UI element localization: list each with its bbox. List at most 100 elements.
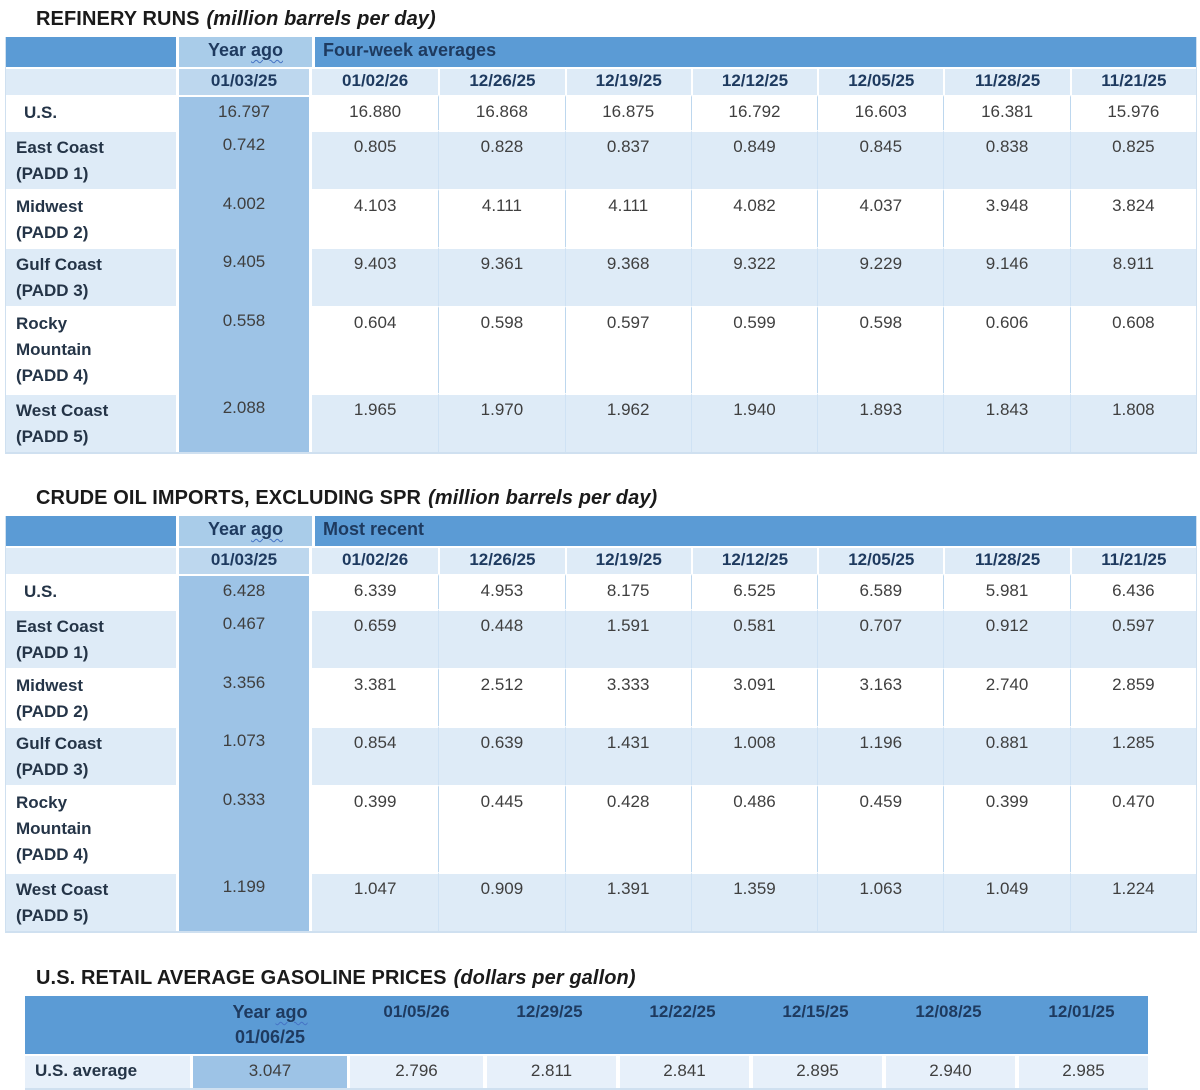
row-label-header xyxy=(6,67,176,95)
data-cell: 0.597 xyxy=(564,306,691,393)
date-header: 12/19/25 xyxy=(564,546,691,574)
data-cell: 0.606 xyxy=(943,306,1070,393)
year-ago-value: 2.088 xyxy=(176,393,312,452)
row-label-line: (PADD 4) xyxy=(16,366,89,385)
gas-value-cell: 2.895 xyxy=(749,1054,882,1088)
crude-imports-section: CRUDE OIL IMPORTS, EXCLUDING SPR (million… xyxy=(5,487,1197,933)
year-ago-date-header: 01/03/25 xyxy=(176,546,312,574)
data-cell: 0.659 xyxy=(312,609,439,668)
crude-imports-title-text: CRUDE OIL IMPORTS, EXCLUDING SPR xyxy=(36,487,422,509)
data-cell: 1.591 xyxy=(564,609,691,668)
row-label: U.S. xyxy=(6,574,176,609)
data-cell: 0.912 xyxy=(943,609,1070,668)
data-cell: 0.838 xyxy=(943,130,1070,189)
date-header: 12/19/25 xyxy=(564,67,691,95)
data-cell: 0.639 xyxy=(438,726,565,785)
year-ago-value: 4.002 xyxy=(176,189,312,247)
year-ago-value: 3.356 xyxy=(176,668,312,726)
data-cell: 1.843 xyxy=(943,393,1070,452)
gas-date-header: 12/08/25 xyxy=(882,996,1015,1054)
data-cell: 15.976 xyxy=(1069,95,1196,130)
gas-date-header: 12/01/25 xyxy=(1015,996,1148,1054)
row-label: East Coast (PADD 1) xyxy=(6,130,176,189)
data-cell: 1.965 xyxy=(312,393,439,452)
crude-imports-title: CRUDE OIL IMPORTS, EXCLUDING SPR (million… xyxy=(36,487,1197,510)
data-cell: 0.597 xyxy=(1069,609,1196,668)
refinery-runs-unit-note: (million barrels per day) xyxy=(206,8,436,30)
gasoline-prices-unit-note: (dollars per gallon) xyxy=(453,967,636,989)
data-cell: 0.448 xyxy=(438,609,565,668)
data-cell: 1.893 xyxy=(817,393,944,452)
row-label-line: (PADD 2) xyxy=(16,702,89,721)
year-ago-value: 1.199 xyxy=(176,872,312,931)
data-cell: 1.962 xyxy=(564,393,691,452)
row-label-line: (PADD 3) xyxy=(16,281,89,300)
crude-imports-unit-note: (million barrels per day) xyxy=(428,487,658,509)
year-ago-date-header: 01/03/25 xyxy=(176,67,312,95)
gas-corner-cell xyxy=(25,996,190,1054)
gas-value-cell: 2.811 xyxy=(483,1054,616,1088)
data-cell: 0.459 xyxy=(817,785,944,872)
data-cell: 0.445 xyxy=(438,785,565,872)
data-cell: 0.428 xyxy=(564,785,691,872)
year-ago-value: 0.467 xyxy=(176,609,312,668)
data-cell: 1.196 xyxy=(817,726,944,785)
data-cell: 2.512 xyxy=(438,668,565,726)
date-header: 12/26/25 xyxy=(438,67,565,95)
data-cell: 0.881 xyxy=(943,726,1070,785)
row-label-line: (PADD 3) xyxy=(16,760,89,779)
row-label-line: (PADD 2) xyxy=(16,223,89,242)
gas-year-ago-value: 3.047 xyxy=(190,1054,350,1088)
date-header: 01/02/26 xyxy=(312,546,439,574)
date-header: 12/26/25 xyxy=(438,546,565,574)
data-cell: 9.403 xyxy=(312,247,439,306)
data-cell: 6.339 xyxy=(312,574,439,609)
data-cell: 8.175 xyxy=(564,574,691,609)
gas-year-ago-line1: Year ago xyxy=(190,1000,350,1025)
row-label-line: East Coast xyxy=(16,617,104,636)
row-label-line: (PADD 4) xyxy=(16,845,89,864)
gasoline-prices-section: U.S. RETAIL AVERAGE GASOLINE PRICES (doll… xyxy=(5,967,1197,1090)
year-ago-text: Year xyxy=(207,519,252,539)
year-ago-column-header: Year ago xyxy=(176,37,312,67)
year-ago-text-misspell-squiggle: ago xyxy=(251,519,284,539)
gas-value-cell: 2.985 xyxy=(1015,1054,1148,1088)
data-cell: 9.229 xyxy=(817,247,944,306)
data-cell: 16.603 xyxy=(817,95,944,130)
data-cell: 0.598 xyxy=(817,306,944,393)
refinery-runs-title: REFINERY RUNS (million barrels per day) xyxy=(36,0,1197,31)
date-header: 11/28/25 xyxy=(943,546,1070,574)
data-cell: 0.470 xyxy=(1069,785,1196,872)
data-cell: 1.063 xyxy=(817,872,944,931)
data-cell: 1.431 xyxy=(564,726,691,785)
year-ago-value: 0.333 xyxy=(176,785,312,872)
data-cell: 0.825 xyxy=(1069,130,1196,189)
data-cell: 4.111 xyxy=(564,189,691,247)
data-cell: 9.368 xyxy=(564,247,691,306)
data-cell: 4.953 xyxy=(438,574,565,609)
row-label-line: West Coast xyxy=(16,880,109,899)
date-header: 12/12/25 xyxy=(690,546,818,574)
data-cell: 4.111 xyxy=(438,189,565,247)
data-cell: 3.824 xyxy=(1069,189,1196,247)
year-ago-value: 16.797 xyxy=(176,95,312,130)
row-label-line: Rocky xyxy=(16,793,68,812)
year-ago-column-header: Year ago xyxy=(176,516,312,546)
date-header: 11/28/25 xyxy=(943,67,1070,95)
data-cell: 0.598 xyxy=(438,306,565,393)
data-cell: 0.909 xyxy=(438,872,565,931)
data-cell: 1.808 xyxy=(1069,393,1196,452)
row-label: Rocky Mountain (PADD 4) xyxy=(6,306,176,393)
data-cell: 1.391 xyxy=(564,872,691,931)
gasoline-prices-title: U.S. RETAIL AVERAGE GASOLINE PRICES (doll… xyxy=(36,967,1197,990)
data-cell: 16.880 xyxy=(312,95,439,130)
data-cell: 16.875 xyxy=(564,95,691,130)
row-label-line: Gulf Coast xyxy=(16,255,102,274)
data-cell: 2.859 xyxy=(1069,668,1196,726)
data-cell: 4.082 xyxy=(690,189,818,247)
data-cell: 3.333 xyxy=(564,668,691,726)
data-cell: 0.805 xyxy=(312,130,439,189)
row-label: Rocky Mountain (PADD 4) xyxy=(6,785,176,872)
refinery-runs-section: REFINERY RUNS (million barrels per day) Y… xyxy=(5,0,1197,454)
data-cell: 6.525 xyxy=(690,574,818,609)
